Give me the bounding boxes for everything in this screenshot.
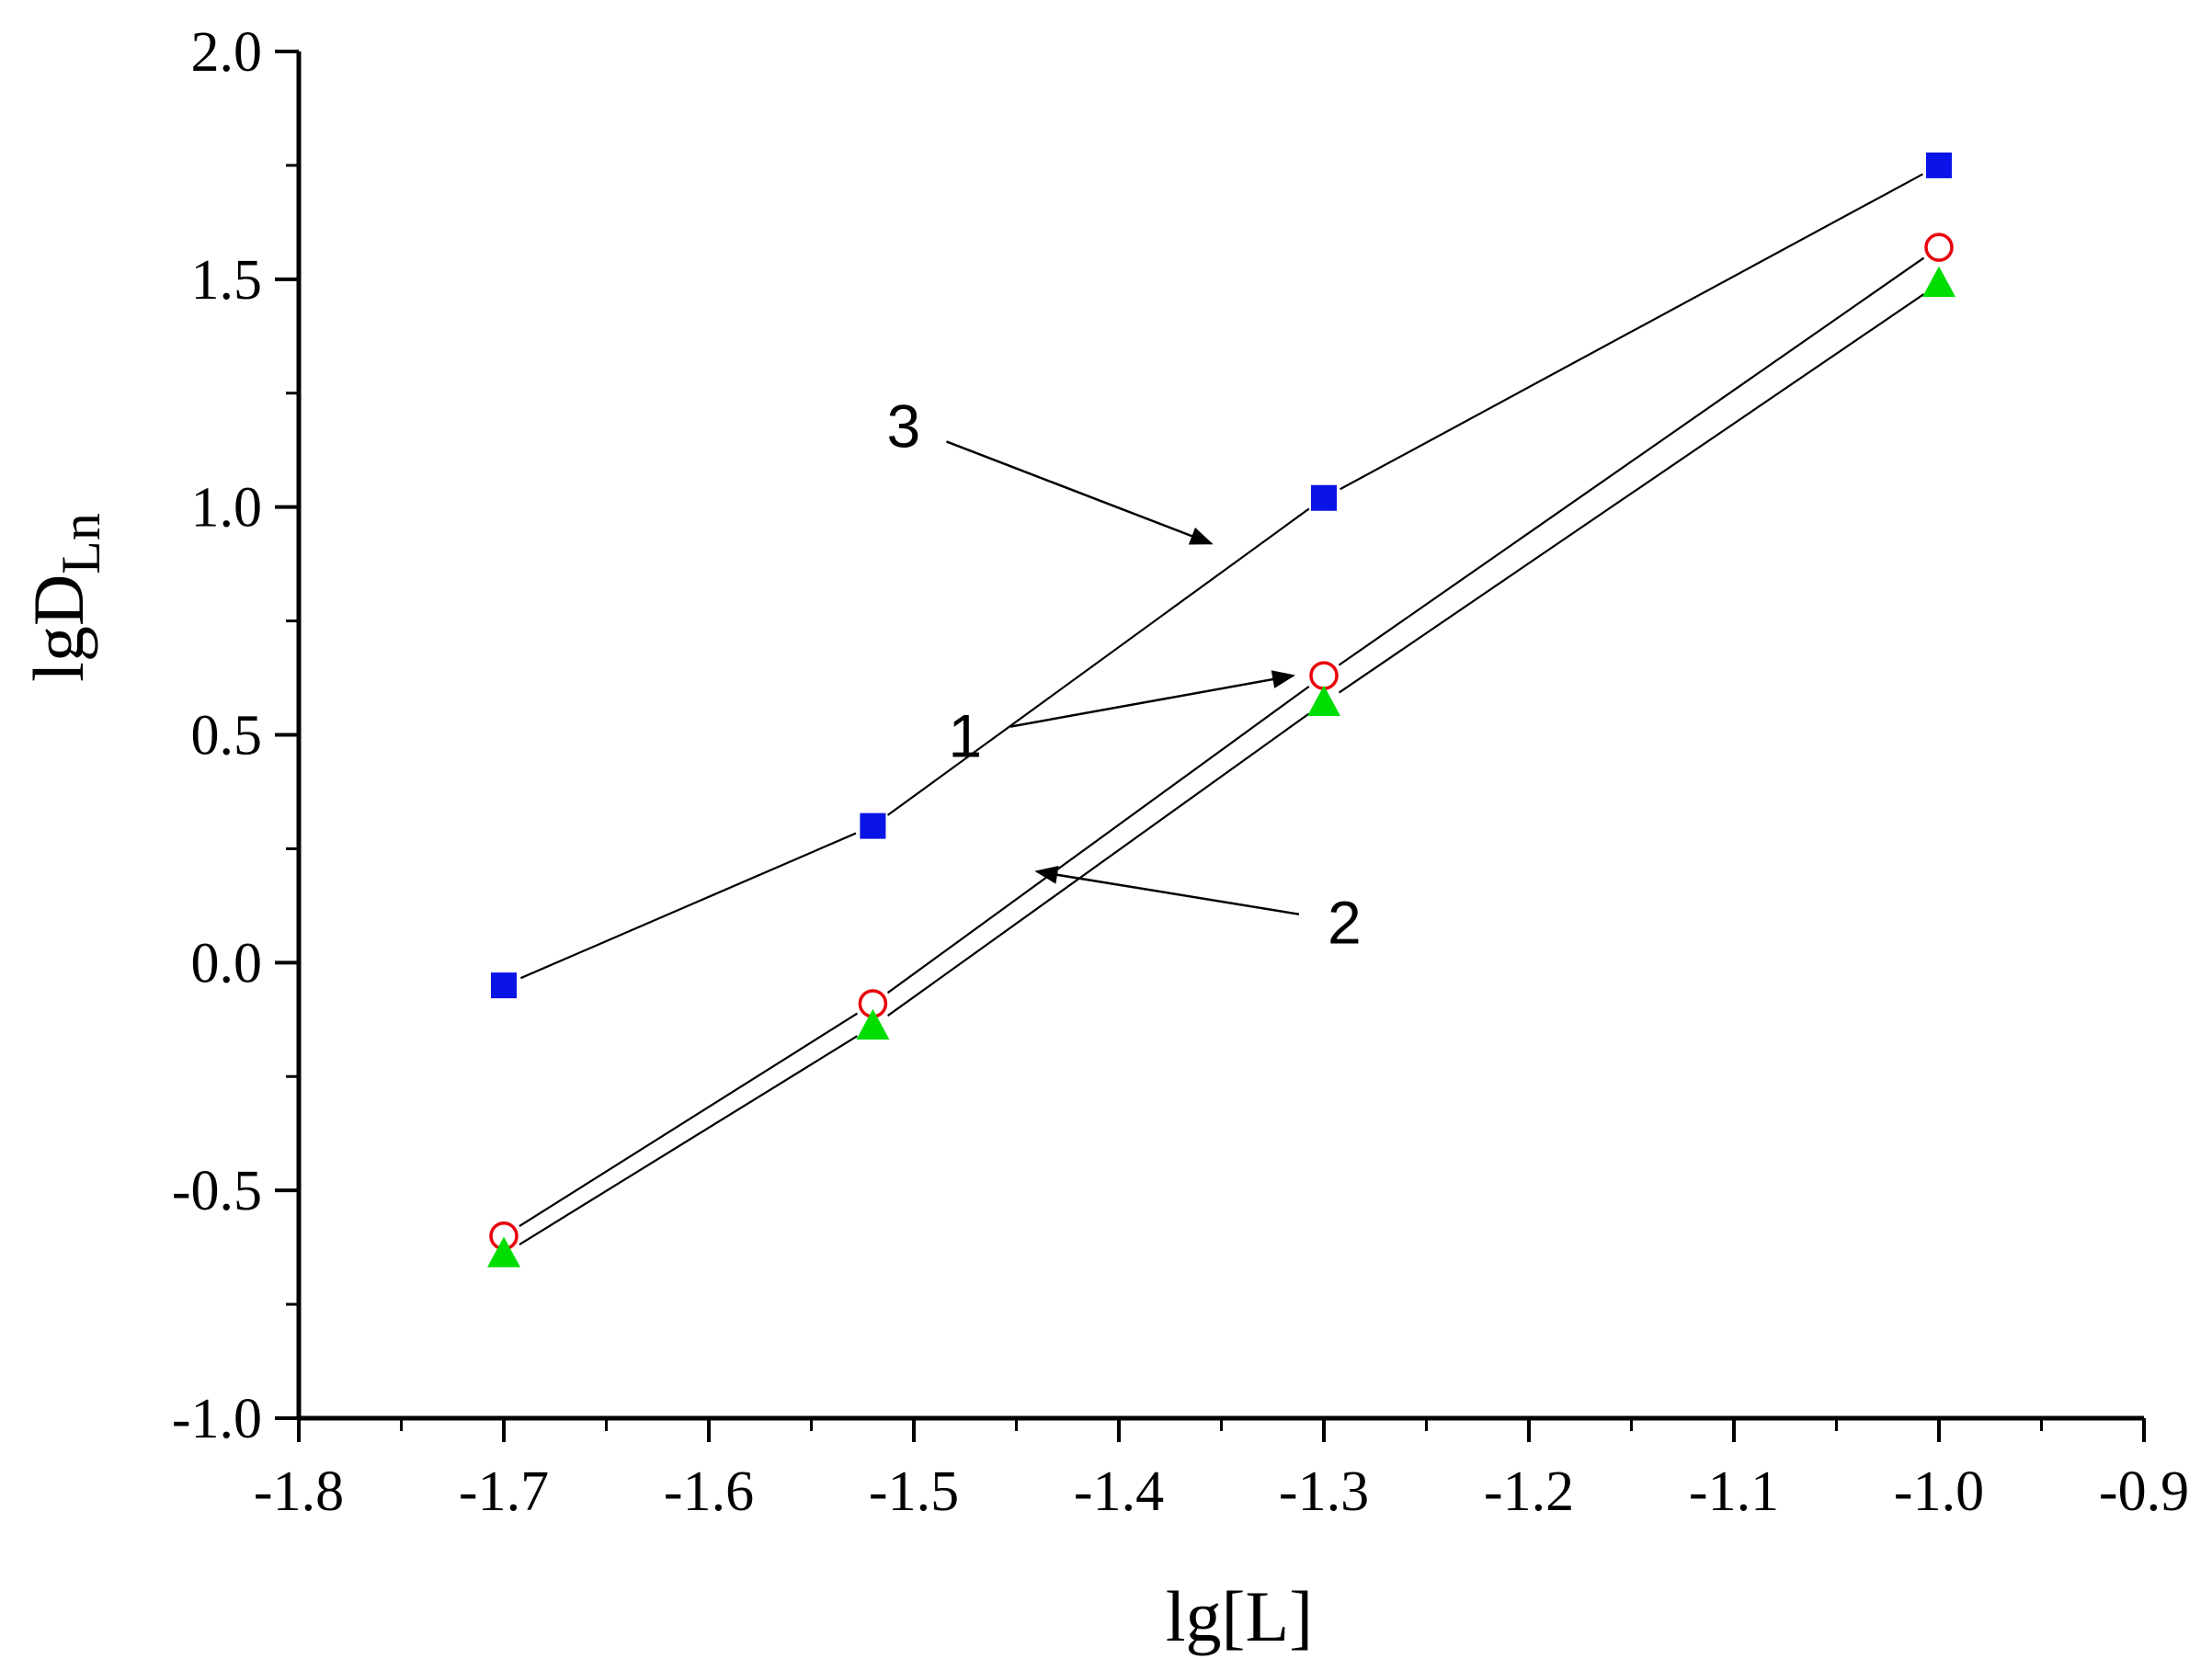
y-axis-title-subscript: Ln — [51, 513, 111, 574]
x-tick-label: -1.3 — [1279, 1460, 1369, 1523]
x-tick-label: -1.6 — [664, 1460, 754, 1523]
series-1-point — [1309, 661, 1339, 690]
curve-label-3: 3 — [886, 392, 920, 460]
x-tick-label: -0.9 — [2099, 1460, 2189, 1523]
series-2-line-segment — [519, 1035, 858, 1245]
y-tick-label: -1.0 — [172, 1388, 262, 1450]
y-tick-label: 1.0 — [191, 477, 263, 540]
annotation-arrow-1 — [1009, 670, 1296, 728]
series-3-line-segment — [1340, 173, 1923, 491]
y-tick-label: 0.0 — [191, 932, 263, 994]
series-2-line-segment — [887, 712, 1310, 1017]
y-tick-label: 1.5 — [191, 249, 263, 312]
x-tick-labels: -1.8 -1.7 -1.6 -1.5 -1.4 -1.3 -1.2 -1.1 -1.0 -0.9 — [254, 1460, 2189, 1523]
y-axis-title: lgDLn — [18, 513, 111, 682]
x-tick-label: -1.4 — [1074, 1460, 1164, 1523]
series-3-point — [860, 812, 886, 839]
x-tick-label: -1.8 — [254, 1460, 344, 1523]
series-1-line-segment — [519, 1012, 859, 1228]
series-2-line-segment — [1338, 293, 1925, 694]
series-3-line-segment — [886, 507, 1310, 816]
axes — [296, 51, 2144, 1421]
y-tick-label: -0.5 — [172, 1160, 262, 1222]
series-3-point — [491, 972, 517, 999]
series-2-point — [1307, 685, 1340, 717]
series-3-point — [1311, 484, 1337, 511]
y-tick-label: 0.5 — [191, 705, 263, 767]
series-3-point — [1926, 152, 1952, 178]
x-tick-label: -1.2 — [1484, 1460, 1574, 1523]
x-tick-label: -1.5 — [869, 1460, 959, 1523]
series-2-point — [856, 1008, 890, 1040]
series-1-line-segment — [1338, 256, 1925, 666]
series-1-point — [1924, 233, 1954, 262]
series-2-point — [487, 1236, 520, 1267]
major-ticks — [275, 50, 2146, 1442]
series-markers — [487, 152, 1955, 1267]
x-axis-title: lg[L] — [1166, 1576, 1313, 1656]
curve-label-2: 2 — [1328, 889, 1362, 957]
minor-ticks — [286, 164, 2043, 1431]
x-tick-label: -1.1 — [1689, 1460, 1779, 1523]
series-lines — [519, 173, 1925, 1245]
x-tick-label: -1.0 — [1894, 1460, 1984, 1523]
series-2-point — [1922, 266, 1955, 298]
annotation-arrow-2 — [1034, 865, 1300, 915]
series-3-line-segment — [519, 832, 857, 980]
annotation-arrow-3 — [946, 440, 1214, 545]
curve-label-1: 1 — [948, 702, 982, 770]
x-tick-label: -1.7 — [459, 1460, 549, 1523]
y-tick-label: 2.0 — [191, 21, 263, 84]
series-1-line-segment — [886, 685, 1310, 994]
y-tick-labels: -1.0 -0.5 0.0 0.5 1.0 1.5 2.0 — [172, 21, 262, 1450]
y-axis-title-main: lgD — [18, 574, 98, 682]
annotations: 1 2 3 — [886, 392, 1361, 956]
